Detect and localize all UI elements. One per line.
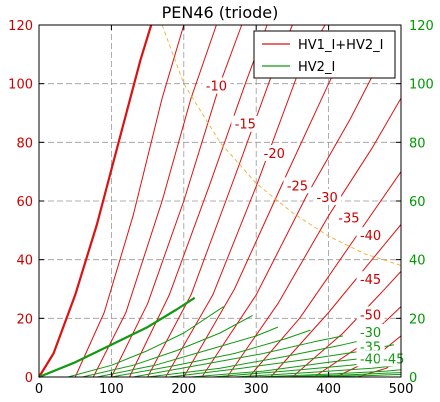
green-curve-label-bg bbox=[356, 324, 385, 340]
x-tick-label: 100 bbox=[99, 382, 124, 397]
red-curve-label: -45 bbox=[356, 271, 385, 288]
red-curve-label: -30 bbox=[313, 189, 342, 206]
y-left-tick-label: 100 bbox=[8, 78, 33, 93]
plot-series bbox=[38, 24, 402, 379]
y-right-tick-label: 80 bbox=[409, 136, 426, 151]
red-curve-label: -10 bbox=[202, 77, 231, 95]
red-curve-label-bg bbox=[356, 271, 385, 288]
y-right-tick-label: 120 bbox=[409, 19, 434, 34]
green-curve--20 bbox=[111, 329, 311, 378]
red-curve--10 bbox=[92, 24, 217, 378]
green-curve--5 bbox=[67, 306, 224, 378]
green-curve--60 bbox=[277, 372, 402, 378]
legend-label: HV1_I+HV2_I bbox=[298, 38, 383, 53]
y-left-tick-label: 0 bbox=[25, 371, 33, 386]
red-curve--50 bbox=[248, 171, 402, 378]
red-curve-label-bg bbox=[356, 306, 385, 323]
red-curve-label-bg bbox=[260, 145, 289, 162]
y-right-tick-label: 20 bbox=[409, 312, 426, 327]
red-curve-label: -20 bbox=[260, 145, 289, 162]
red-curve-label-bg bbox=[334, 209, 363, 226]
red-curve-label-bg bbox=[202, 77, 231, 94]
green-curve-label: -40 bbox=[356, 350, 385, 367]
red-curve-label-text: -20 bbox=[264, 147, 285, 162]
red-curve-label: -15 bbox=[231, 115, 260, 133]
red-curve-label-text: -40 bbox=[360, 229, 381, 244]
green-curve--25 bbox=[133, 335, 344, 378]
y-left-tick-label: 20 bbox=[16, 312, 33, 327]
red-curve-label-text: -50 bbox=[360, 308, 381, 323]
red-curve-label-bg bbox=[313, 189, 342, 206]
legend-box bbox=[253, 30, 396, 79]
red-curve-label: -35 bbox=[334, 209, 363, 227]
legend-label: HV2_I bbox=[298, 60, 335, 75]
green-curve--55 bbox=[256, 369, 402, 378]
x-tick-label: 0 bbox=[35, 382, 43, 397]
green-curve--30 bbox=[147, 338, 369, 378]
green-curve-label-bg bbox=[356, 350, 385, 367]
load-line bbox=[161, 24, 402, 266]
red-curve--15 bbox=[110, 24, 243, 378]
red-curve-0 bbox=[38, 24, 153, 378]
axis-ticks: 0 100 200 300 400 500020406080100120020406080… bbox=[8, 19, 434, 397]
red-curve-label-text: -35 bbox=[338, 212, 359, 227]
red-curve-label-bg bbox=[356, 227, 385, 244]
green-curve-label-text: -45 bbox=[383, 352, 404, 367]
red-curve-label: -40 bbox=[356, 227, 385, 244]
red-curve-label-bg bbox=[283, 177, 312, 194]
y-right-tick-label: 40 bbox=[409, 254, 426, 269]
y-right-tick-label: 0 bbox=[409, 371, 417, 386]
green-curve-label: -30 bbox=[356, 324, 385, 341]
red-curve--45 bbox=[226, 98, 402, 378]
green-curve--10 bbox=[82, 314, 253, 378]
x-tick-label: 400 bbox=[316, 382, 341, 397]
x-tick-label: 300 bbox=[244, 382, 269, 397]
green-curve--50 bbox=[234, 364, 402, 378]
red-curve--40 bbox=[201, 48, 387, 378]
y-left-tick-label: 80 bbox=[16, 136, 33, 151]
curve-labels: -10-15-20-25-30-35-40-45-50-30-35-40 -45 bbox=[202, 77, 408, 367]
red-curve-label-text: -45 bbox=[360, 273, 381, 288]
red-curve-label-text: -30 bbox=[317, 191, 338, 206]
green-curve-label: -45 bbox=[379, 350, 408, 367]
green-curve-label-text: -30 bbox=[360, 326, 381, 341]
red-curve-label-text: -15 bbox=[235, 118, 256, 133]
red-curve-label: -50 bbox=[356, 306, 385, 323]
legend: HV1_I+HV2_I HV2_I bbox=[253, 30, 396, 79]
y-left-tick-label: 60 bbox=[16, 195, 33, 210]
y-left-tick-label: 40 bbox=[16, 254, 33, 269]
chart-title: PEN46 (triode) bbox=[162, 3, 279, 22]
green-curve-0 bbox=[38, 296, 196, 379]
red-curve-label-text: -25 bbox=[287, 179, 308, 194]
green-curve-label-text: -40 bbox=[360, 352, 381, 367]
y-right-tick-label: 60 bbox=[409, 195, 426, 210]
red-curve--5 bbox=[74, 24, 185, 378]
red-curve-label: -25 bbox=[283, 177, 312, 194]
y-left-tick-label: 120 bbox=[8, 19, 33, 34]
x-tick-label: 200 bbox=[171, 382, 196, 397]
red-curve-label-text: -10 bbox=[206, 80, 227, 95]
red-curve-label-bg bbox=[231, 115, 260, 132]
y-right-tick-label: 100 bbox=[409, 78, 434, 93]
x-tick-label: 500 bbox=[389, 382, 414, 397]
green-curve--15 bbox=[96, 326, 279, 378]
